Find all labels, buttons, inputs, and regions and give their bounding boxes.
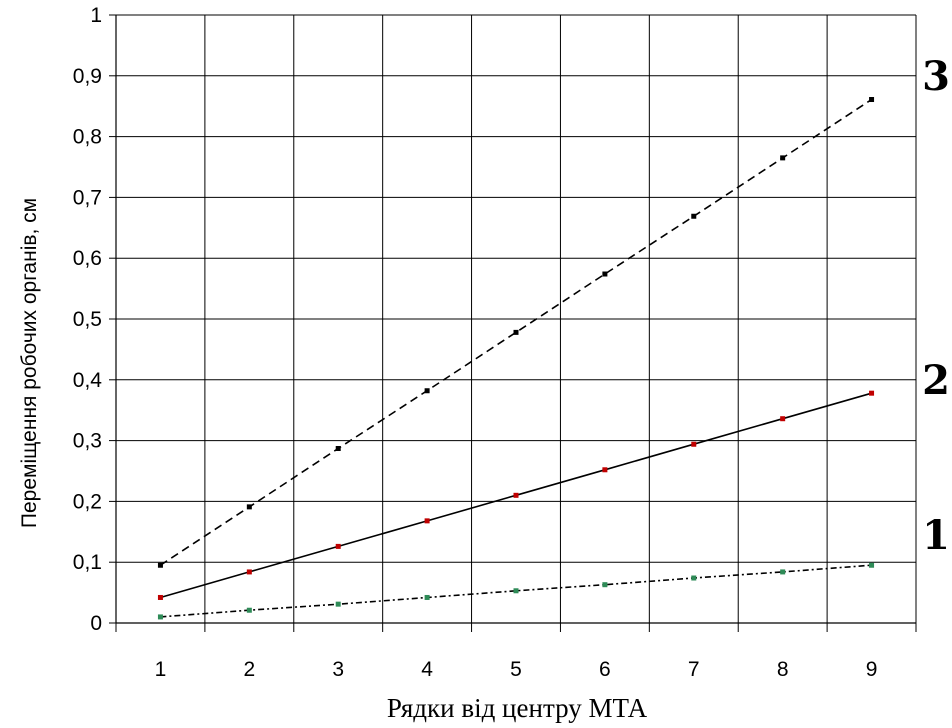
data-markers xyxy=(157,97,875,620)
data-point-series-3 xyxy=(691,213,697,219)
data-point-series-3 xyxy=(157,562,163,568)
tick-labels: 0 0,1 0,2 0,3 0,4 0,5 0,6 0,7 0,8 0,9 1 1 2 3 4 5 6 7 8 9 xyxy=(73,4,878,681)
y-tick-label: 0 xyxy=(90,612,102,635)
x-tick-label: 8 xyxy=(777,658,789,681)
data-point-series-3 xyxy=(513,329,519,335)
data-point-series-2 xyxy=(780,416,786,422)
y-tick-label: 0,2 xyxy=(73,490,102,513)
x-tick-label: 5 xyxy=(510,658,522,681)
data-point-series-3 xyxy=(780,155,786,161)
series-line-3 xyxy=(159,98,873,566)
series-label-1: 1 xyxy=(922,512,950,559)
x-tick-label: 6 xyxy=(599,658,611,681)
series-label-2: 2 xyxy=(922,357,950,404)
data-point-series-2 xyxy=(246,569,252,575)
data-point-series-2 xyxy=(424,518,430,524)
data-point-series-2 xyxy=(602,467,608,473)
data-point-series-2 xyxy=(691,441,697,447)
y-tick-label: 0,5 xyxy=(73,308,102,331)
data-point-series-1 xyxy=(424,594,430,600)
y-tick-label: 0,4 xyxy=(73,369,103,392)
y-tick-label: 0,6 xyxy=(73,247,102,270)
data-point-series-2 xyxy=(335,543,341,549)
data-point-series-2 xyxy=(157,594,163,600)
data-point-series-3 xyxy=(602,271,608,277)
data-point-series-1 xyxy=(246,607,252,613)
y-tick-label: 0,9 xyxy=(73,65,102,88)
grid xyxy=(116,14,917,623)
y-tick-label: 0,1 xyxy=(73,551,102,574)
x-tick-label: 7 xyxy=(688,658,700,681)
data-point-series-1 xyxy=(335,601,341,607)
x-tick-label: 9 xyxy=(866,658,878,681)
x-tick-label: 1 xyxy=(155,658,167,681)
y-tick-label: 0,8 xyxy=(73,126,102,149)
y-axis-title: Переміщення робочих органів, см xyxy=(18,198,41,528)
data-point-series-1 xyxy=(869,562,875,568)
data-point-series-3 xyxy=(869,97,875,103)
series-labels: 1 2 3 xyxy=(922,53,950,559)
data-point-series-1 xyxy=(780,569,786,575)
data-point-series-1 xyxy=(602,582,608,588)
y-tick-label: 1 xyxy=(90,4,102,27)
y-tick-label: 0,7 xyxy=(73,186,102,209)
data-point-series-3 xyxy=(246,504,252,510)
data-point-series-2 xyxy=(869,390,875,396)
x-tick-label: 2 xyxy=(243,658,255,681)
y-tick-label: 0,3 xyxy=(73,430,102,453)
series-label-3: 3 xyxy=(922,53,950,100)
data-point-series-2 xyxy=(513,492,519,498)
data-point-series-3 xyxy=(424,388,430,394)
x-tick-label: 3 xyxy=(332,658,344,681)
data-point-series-1 xyxy=(691,575,697,581)
data-point-series-1 xyxy=(157,614,163,620)
x-axis-title: Рядки від центру МТА xyxy=(387,693,648,723)
data-point-series-3 xyxy=(335,446,341,452)
axes xyxy=(109,14,917,632)
series-lines xyxy=(159,98,873,618)
x-tick-label: 4 xyxy=(421,658,433,681)
data-point-series-1 xyxy=(513,588,519,594)
